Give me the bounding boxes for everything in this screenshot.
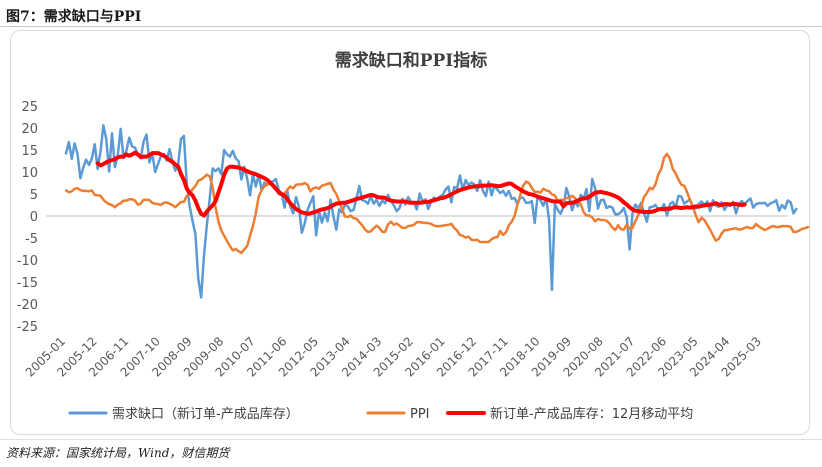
series-line-1 xyxy=(64,124,798,299)
y-tick-label: -15 xyxy=(17,276,38,291)
series-layer xyxy=(64,124,810,299)
chart-title: 需求缺口和PPI指标 xyxy=(335,50,488,71)
legend-label-3: 新订单-产成品库存：12月移动平均 xyxy=(490,406,693,422)
x-axis: 2005-012005-122006-112007-102008-092009-… xyxy=(23,215,788,380)
line-chart: 需求缺口和PPI指标 -25 -20 -15 -10 -5 0 5 10 15 20 25 2005… xyxy=(17,50,810,422)
legend-label-2: PPI xyxy=(410,407,430,422)
y-tick-label: 5 xyxy=(30,188,38,203)
legend-label-1: 需求缺口（新订单-产成品库存） xyxy=(112,406,299,422)
source-note: 资料来源：国家统计局，Wind，财信期货 xyxy=(6,446,230,460)
chart-frame xyxy=(10,30,810,435)
series-line-3 xyxy=(95,150,747,218)
legend: 需求缺口（新订单-产成品库存） PPI 新订单-产成品库存：12月移动平均 xyxy=(68,406,693,422)
y-tick-label: 0 xyxy=(30,210,38,225)
title-divider xyxy=(0,26,822,27)
y-axis: -25 -20 -15 -10 -5 0 5 10 15 20 25 xyxy=(17,100,38,335)
y-tick-label: -5 xyxy=(25,232,38,247)
source-divider xyxy=(0,439,822,440)
y-tick-label: 25 xyxy=(21,100,38,115)
figure-label: 图7：需求缺口与PPI xyxy=(6,9,142,25)
y-tick-label: 15 xyxy=(21,144,38,159)
y-tick-label: -25 xyxy=(17,320,38,335)
y-tick-label: -10 xyxy=(17,254,38,269)
y-tick-label: -20 xyxy=(17,298,38,313)
y-tick-label: 10 xyxy=(21,166,38,181)
y-tick-label: 20 xyxy=(21,122,38,137)
